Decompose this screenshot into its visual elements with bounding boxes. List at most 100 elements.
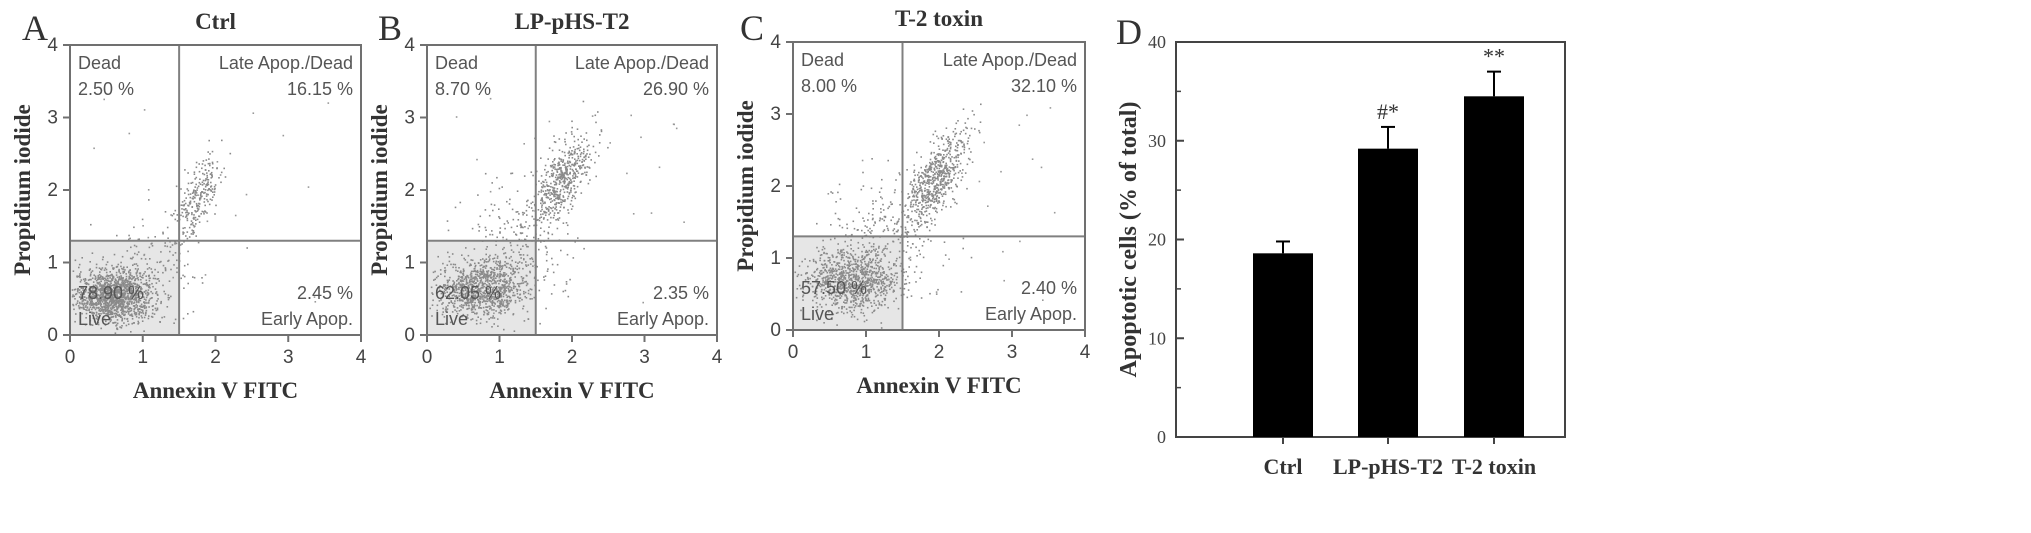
event-dot bbox=[522, 277, 525, 279]
event-dot bbox=[561, 184, 564, 187]
event-dot bbox=[188, 201, 191, 204]
event-dot bbox=[508, 299, 511, 302]
event-dot bbox=[105, 288, 108, 290]
event-dot bbox=[548, 189, 551, 192]
event-dot bbox=[476, 274, 479, 276]
event-dot bbox=[154, 277, 157, 280]
event-dot bbox=[113, 280, 116, 283]
event-dot bbox=[865, 299, 867, 302]
event-dot bbox=[78, 263, 81, 266]
event-dot bbox=[471, 318, 474, 320]
event-dot bbox=[104, 287, 106, 290]
event-dot bbox=[940, 174, 943, 176]
event-dot bbox=[143, 272, 145, 275]
event-dot bbox=[96, 296, 98, 299]
event-dot bbox=[563, 178, 566, 180]
event-dot bbox=[570, 152, 572, 155]
event-dot bbox=[819, 259, 821, 262]
event-dot bbox=[210, 186, 212, 188]
event-dot bbox=[564, 200, 566, 203]
event-dot bbox=[105, 302, 107, 305]
event-dot bbox=[834, 285, 836, 288]
event-dot bbox=[469, 274, 472, 276]
event-dot bbox=[919, 224, 922, 227]
event-dot bbox=[132, 282, 134, 285]
event-dot bbox=[119, 306, 122, 308]
event-dot bbox=[138, 284, 140, 287]
event-dot bbox=[573, 135, 575, 138]
event-dot bbox=[566, 173, 568, 176]
event-dot bbox=[951, 190, 954, 193]
event-dot bbox=[491, 309, 493, 311]
event-dot bbox=[820, 306, 823, 308]
event-dot bbox=[131, 257, 133, 260]
event-dot bbox=[560, 171, 563, 173]
event-dot bbox=[835, 312, 838, 314]
event-dot bbox=[496, 298, 498, 300]
event-dot bbox=[120, 300, 123, 303]
event-dot bbox=[162, 271, 164, 274]
event-dot bbox=[461, 279, 463, 282]
event-dot bbox=[476, 286, 479, 288]
event-dot bbox=[460, 286, 463, 289]
event-dot bbox=[565, 283, 568, 285]
event-dot bbox=[573, 187, 576, 190]
event-dot bbox=[508, 291, 511, 293]
event-dot bbox=[476, 278, 478, 280]
event-dot bbox=[529, 270, 531, 273]
event-dot bbox=[483, 259, 486, 262]
event-dot bbox=[553, 214, 555, 217]
event-dot bbox=[106, 287, 108, 289]
event-dot bbox=[502, 305, 505, 307]
event-dot bbox=[907, 275, 909, 278]
event-dot bbox=[327, 102, 330, 104]
event-dot bbox=[924, 201, 927, 204]
event-dot bbox=[152, 277, 155, 280]
event-dot bbox=[832, 288, 835, 291]
event-dot bbox=[507, 303, 509, 306]
event-dot bbox=[840, 249, 842, 252]
event-dot bbox=[187, 282, 189, 285]
event-dot bbox=[488, 298, 491, 301]
event-dot bbox=[526, 214, 528, 216]
event-dot bbox=[865, 298, 867, 300]
event-dot bbox=[802, 294, 805, 296]
event-dot bbox=[101, 295, 103, 297]
event-dot bbox=[505, 281, 508, 284]
event-dot bbox=[942, 180, 944, 183]
event-dot bbox=[109, 274, 112, 277]
event-dot bbox=[123, 301, 125, 303]
event-dot bbox=[938, 167, 941, 170]
event-dot bbox=[162, 232, 164, 235]
event-dot bbox=[73, 288, 76, 291]
event-dot bbox=[135, 297, 137, 300]
event-dot bbox=[193, 200, 196, 203]
event-dot bbox=[140, 292, 142, 295]
event-dot bbox=[566, 178, 569, 181]
event-dot bbox=[851, 263, 853, 266]
event-dot bbox=[910, 203, 912, 205]
event-dot bbox=[471, 284, 473, 287]
event-dot bbox=[878, 268, 881, 271]
event-dot bbox=[100, 280, 102, 283]
event-dot bbox=[120, 327, 123, 329]
event-dot bbox=[470, 308, 473, 310]
y-tick-label: 4 bbox=[404, 35, 415, 56]
event-dot bbox=[558, 138, 561, 140]
event-dot bbox=[530, 288, 533, 291]
event-dot bbox=[924, 174, 926, 177]
event-dot bbox=[486, 295, 488, 298]
event-dot bbox=[147, 301, 150, 304]
event-dot bbox=[123, 280, 126, 282]
event-dot bbox=[850, 274, 852, 276]
event-dot bbox=[441, 313, 444, 316]
event-dot bbox=[482, 291, 484, 294]
event-dot bbox=[492, 291, 495, 294]
event-dot bbox=[817, 250, 820, 253]
event-dot bbox=[174, 252, 177, 254]
event-dot bbox=[867, 298, 870, 301]
event-dot bbox=[136, 301, 138, 304]
event-dot bbox=[565, 132, 567, 134]
event-dot bbox=[183, 208, 185, 211]
event-dot bbox=[486, 246, 488, 248]
